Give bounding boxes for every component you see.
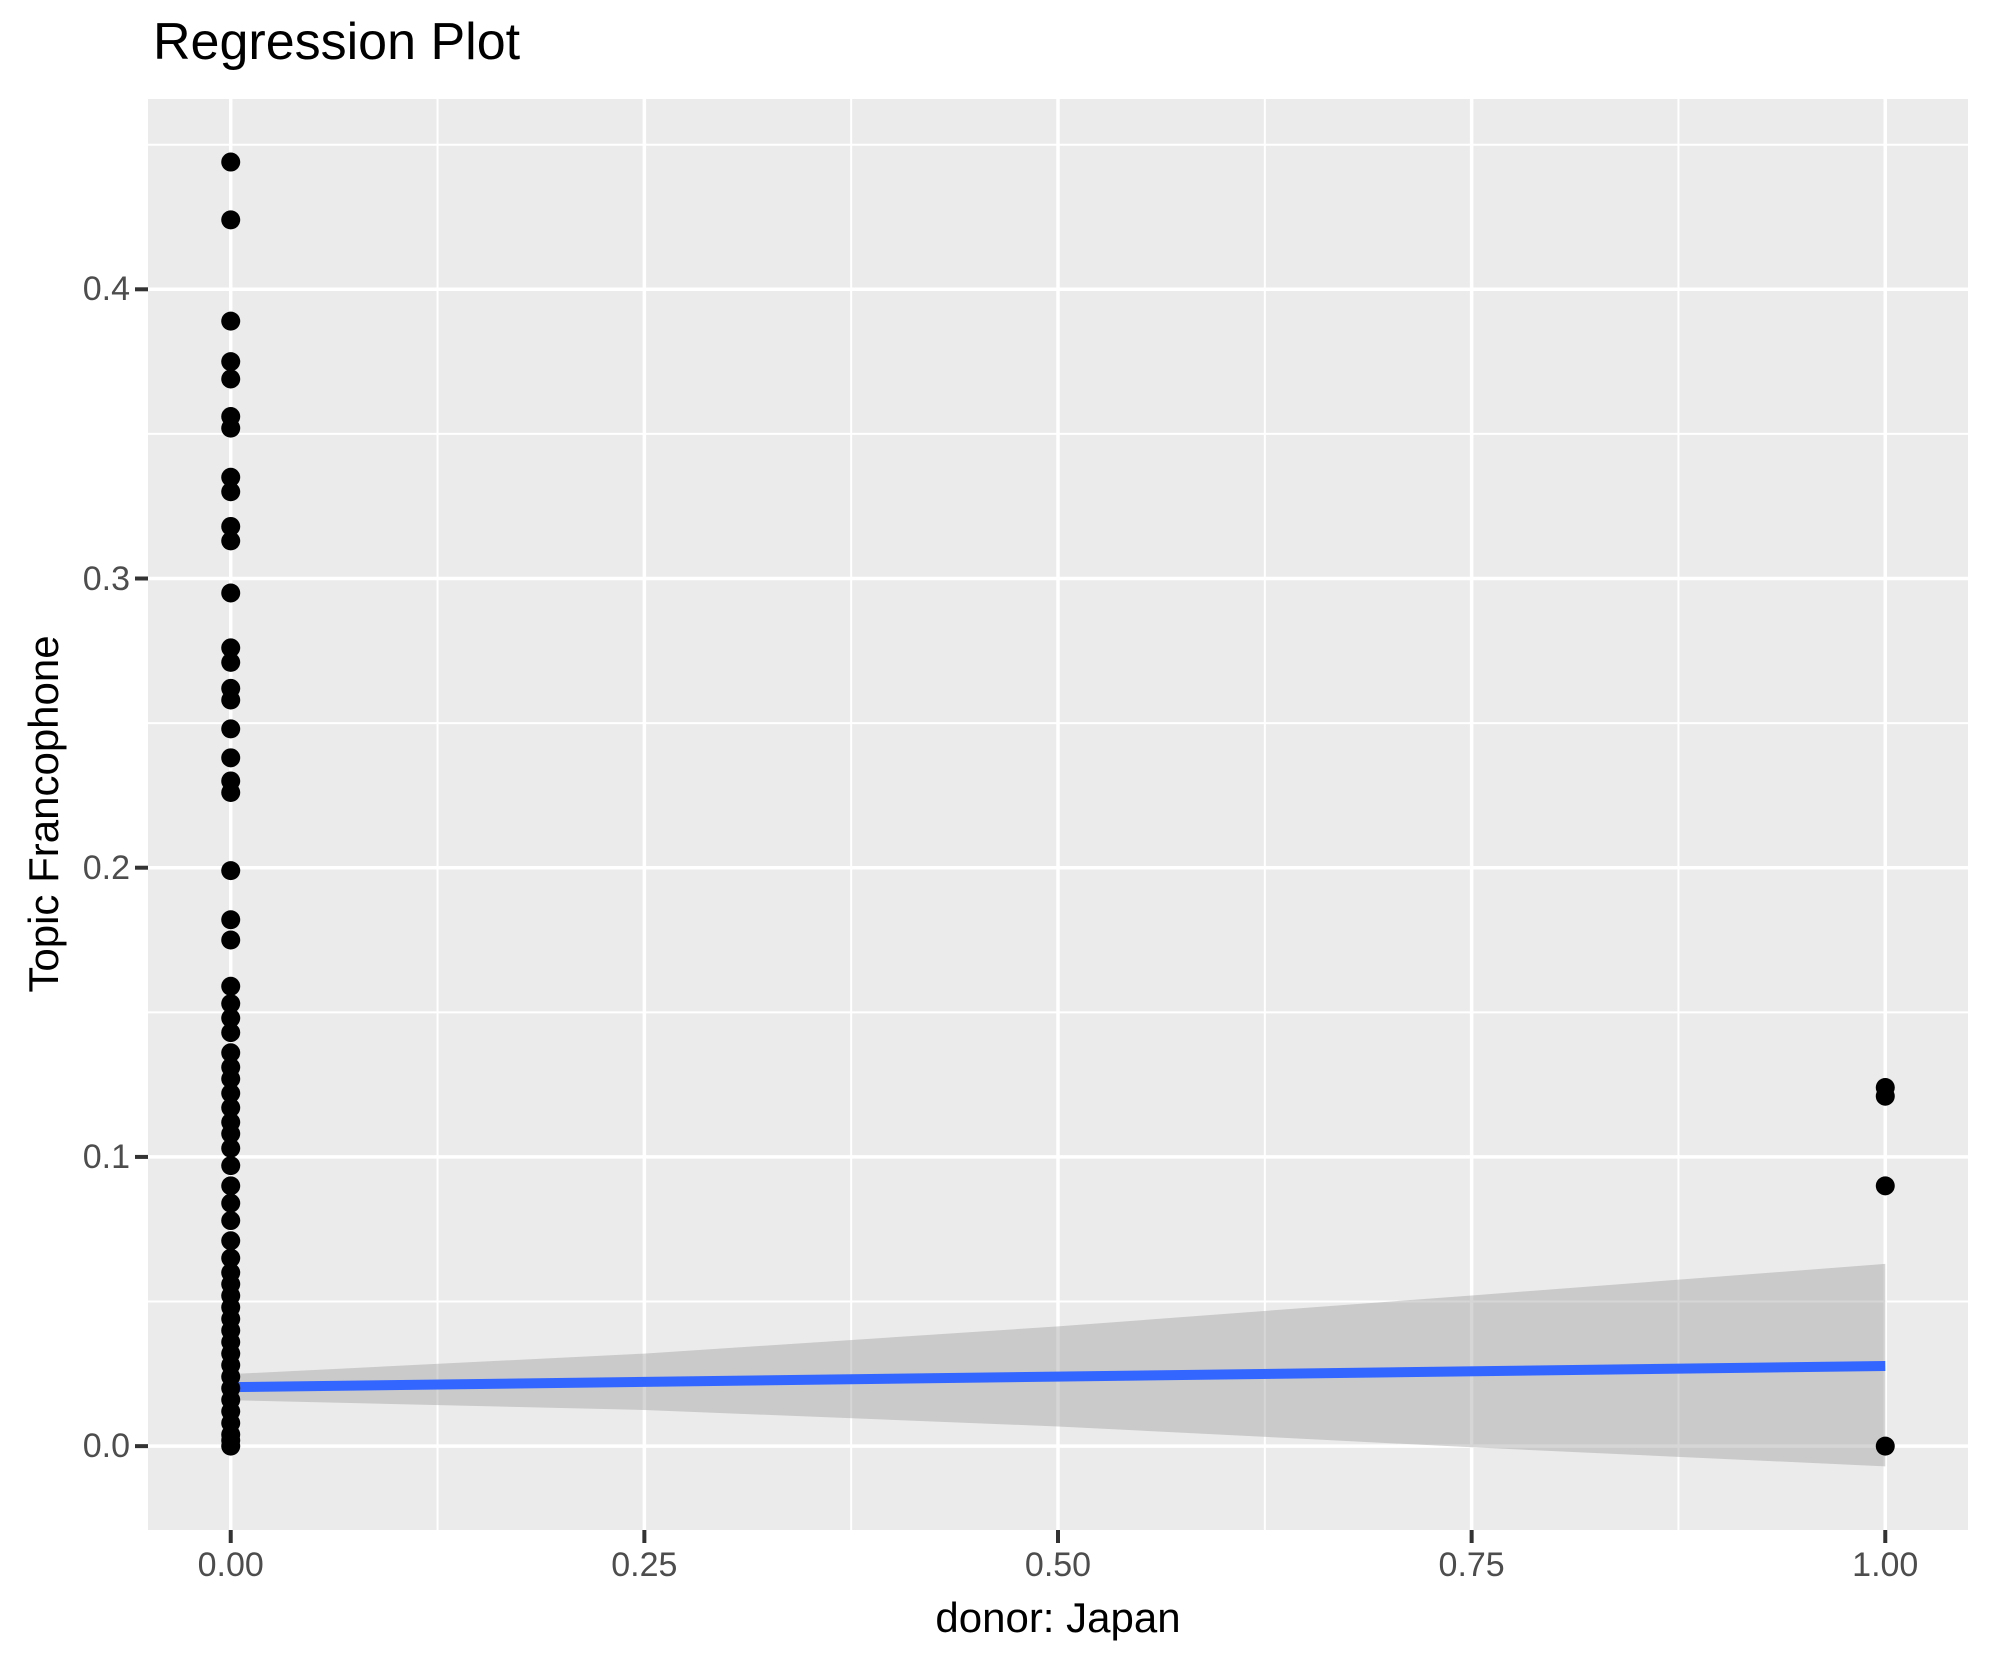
x-tick-label: 0.50 bbox=[1024, 1546, 1092, 1584]
data-point bbox=[221, 1008, 241, 1028]
x-tick-label: 0.00 bbox=[197, 1546, 264, 1584]
y-tick-label: 0.3 bbox=[82, 559, 130, 598]
data-point bbox=[221, 369, 241, 389]
data-point bbox=[221, 210, 241, 230]
data-point bbox=[221, 1176, 241, 1196]
chart-title: Regression Plot bbox=[153, 13, 521, 71]
data-point bbox=[1875, 1176, 1895, 1196]
data-point bbox=[221, 748, 241, 768]
y-tick-label: 0.1 bbox=[82, 1137, 130, 1176]
data-point bbox=[221, 418, 241, 438]
data-point bbox=[221, 516, 241, 536]
data-point bbox=[221, 583, 241, 603]
data-point bbox=[221, 1138, 241, 1158]
y-tick-label: 0.2 bbox=[82, 848, 130, 887]
data-point bbox=[221, 1083, 241, 1103]
y-tick-label: 0.0 bbox=[82, 1427, 130, 1466]
data-point bbox=[221, 482, 241, 502]
data-point bbox=[221, 467, 241, 487]
data-point bbox=[1875, 1436, 1895, 1456]
confidence-band bbox=[230, 1263, 1886, 1467]
data-point bbox=[221, 1124, 241, 1144]
data-point bbox=[221, 1043, 241, 1063]
x-axis-label: donor: Japan bbox=[935, 1594, 1181, 1641]
data-point bbox=[221, 994, 241, 1014]
data-point bbox=[221, 1436, 241, 1456]
regression-line bbox=[230, 1361, 1886, 1393]
x-tick-label: 0.75 bbox=[1438, 1546, 1505, 1584]
data-point bbox=[1875, 1086, 1895, 1106]
data-point bbox=[221, 1248, 241, 1268]
y-axis-label: Topic Francophone bbox=[20, 635, 67, 993]
data-point bbox=[221, 910, 241, 930]
data-point bbox=[221, 930, 241, 950]
data-point bbox=[221, 719, 241, 739]
x-tick-label: 0.25 bbox=[611, 1546, 678, 1584]
data-point bbox=[221, 690, 241, 710]
data-point bbox=[221, 861, 241, 881]
data-point bbox=[221, 1023, 241, 1043]
data-point bbox=[221, 152, 241, 172]
data-point bbox=[221, 531, 241, 551]
data-point bbox=[221, 1098, 241, 1118]
data-point bbox=[221, 976, 241, 996]
data-point bbox=[221, 638, 241, 658]
data-point bbox=[221, 783, 241, 803]
data-point bbox=[221, 352, 241, 372]
data-point bbox=[221, 311, 241, 331]
data-point bbox=[221, 1211, 241, 1231]
y-tick-label: 0.4 bbox=[82, 270, 130, 309]
data-point bbox=[221, 1193, 241, 1213]
x-tick-label: 1.00 bbox=[1852, 1546, 1919, 1584]
data-point bbox=[221, 1156, 241, 1176]
data-point bbox=[221, 1231, 241, 1251]
data-point bbox=[221, 1069, 241, 1089]
data-point bbox=[221, 652, 241, 672]
